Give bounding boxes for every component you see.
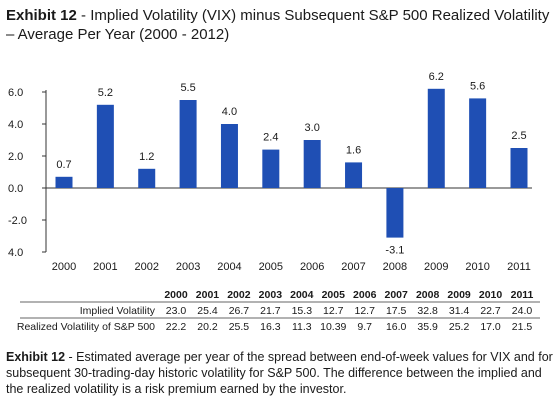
title-text: - Implied Volatility (VIX) minus Subsequ… bbox=[6, 7, 550, 43]
bar bbox=[96, 104, 114, 188]
table-cell: 23.0 bbox=[166, 305, 187, 317]
table-year-header: 2007 bbox=[385, 289, 409, 301]
chart-title: Exhibit 12 - Implied Volatility (VIX) mi… bbox=[6, 6, 554, 44]
table-cell: 12.7 bbox=[355, 305, 376, 317]
table-cell: 17.0 bbox=[480, 321, 501, 333]
table-year-header: 2009 bbox=[447, 289, 471, 301]
caption-text: - Estimated average per year of the spre… bbox=[6, 350, 553, 396]
y-tick-label: 0.0 bbox=[8, 183, 23, 195]
table-year-header: 2010 bbox=[479, 289, 503, 301]
bar bbox=[469, 98, 487, 188]
table-cell: 16.3 bbox=[260, 321, 281, 333]
table-cell: 17.5 bbox=[386, 305, 407, 317]
x-tick-label: 2011 bbox=[507, 261, 531, 273]
x-tick-label: 2010 bbox=[465, 261, 489, 273]
x-tick-label: 2002 bbox=[134, 261, 158, 273]
table-cell: 20.2 bbox=[197, 321, 218, 333]
bar bbox=[262, 149, 280, 188]
table-year-header: 2008 bbox=[416, 289, 440, 301]
table-cell: 21.5 bbox=[512, 321, 533, 333]
bar bbox=[138, 168, 156, 188]
bar-value-label: -3.1 bbox=[385, 245, 404, 257]
table-row-label: Realized Volatility of S&P 500 bbox=[17, 321, 155, 333]
table-cell: 11.3 bbox=[292, 321, 312, 333]
caption-exhibit-label: Exhibit 12 bbox=[6, 350, 66, 364]
table-cell: 31.4 bbox=[449, 305, 470, 317]
y-tick-label: 4.0 bbox=[8, 247, 23, 259]
table-cell: 25.2 bbox=[449, 321, 470, 333]
table-row-label: Implied Volatility bbox=[80, 305, 156, 317]
bar-value-label: 6.2 bbox=[429, 71, 444, 83]
table-cell: 16.0 bbox=[386, 321, 407, 333]
y-tick-label: -2.0 bbox=[8, 215, 27, 227]
table-cell: 15.3 bbox=[292, 305, 313, 317]
x-tick-label: 2003 bbox=[176, 261, 200, 273]
table-cell: 10.39 bbox=[320, 321, 346, 333]
table-year-header: 2004 bbox=[290, 289, 314, 301]
y-tick-label: 6.0 bbox=[8, 87, 23, 99]
x-tick-label: 2006 bbox=[300, 261, 324, 273]
bar-value-label: 1.6 bbox=[346, 144, 361, 156]
title-exhibit-label: Exhibit 12 bbox=[6, 7, 77, 24]
x-tick-label: 2005 bbox=[259, 261, 283, 273]
table-cell: 12.7 bbox=[323, 305, 344, 317]
table-cell: 24.0 bbox=[512, 305, 533, 317]
table-cell: 35.9 bbox=[417, 321, 438, 333]
table-cell: 25.5 bbox=[229, 321, 250, 333]
table-cell: 9.7 bbox=[357, 321, 372, 333]
table-year-header: 2001 bbox=[196, 289, 220, 301]
bar bbox=[179, 100, 197, 188]
bar-value-label: 2.5 bbox=[511, 130, 526, 142]
x-tick-label: 2007 bbox=[341, 261, 365, 273]
x-tick-label: 2001 bbox=[93, 261, 117, 273]
table-cell: 21.7 bbox=[260, 305, 281, 317]
bar-value-label: 4.0 bbox=[222, 106, 237, 118]
table-cell: 26.7 bbox=[229, 305, 250, 317]
bar-value-label: 5.6 bbox=[470, 80, 485, 92]
bar bbox=[427, 88, 445, 188]
bar bbox=[510, 148, 528, 188]
bar-value-label: 5.2 bbox=[98, 87, 113, 99]
y-tick-label: 4.0 bbox=[8, 119, 23, 131]
bar-chart: 6.0 4.0 2.0 0.0 -2.0 4.0 0.7 2000 5.2 2001 1.2 2002… bbox=[8, 71, 532, 273]
table-year-header: 2011 bbox=[511, 289, 534, 301]
x-tick-label: 2004 bbox=[217, 261, 241, 273]
table-year-header: 2000 bbox=[164, 289, 188, 301]
table-cell: 22.7 bbox=[480, 305, 501, 317]
table-cell: 25.4 bbox=[197, 305, 218, 317]
bar-value-label: 1.2 bbox=[139, 151, 154, 163]
bar bbox=[345, 162, 363, 188]
table-cell: 32.8 bbox=[417, 305, 438, 317]
table-year-header: 2003 bbox=[259, 289, 283, 301]
bar-value-label: 0.7 bbox=[56, 159, 71, 171]
x-tick-label: 2000 bbox=[52, 261, 76, 273]
table-year-header: 2002 bbox=[227, 289, 251, 301]
x-tick-label: 2009 bbox=[424, 261, 448, 273]
bar bbox=[220, 124, 238, 188]
data-table: 2000 2001 2002 2003 2004 2005 2006 2007 2008 2009… bbox=[17, 289, 540, 333]
caption: Exhibit 12 - Estimated average per year … bbox=[6, 349, 554, 397]
bar bbox=[55, 176, 73, 188]
table-year-header: 2005 bbox=[322, 289, 346, 301]
bar-value-label: 3.0 bbox=[305, 122, 320, 134]
table-cell: 22.2 bbox=[166, 321, 187, 333]
table-year-header: 2006 bbox=[353, 289, 377, 301]
bar-value-label: 2.4 bbox=[263, 132, 278, 144]
y-tick-label: 2.0 bbox=[8, 151, 23, 163]
bar-value-label: 5.5 bbox=[180, 82, 195, 94]
bar bbox=[386, 188, 404, 238]
x-tick-label: 2008 bbox=[383, 261, 407, 273]
bar bbox=[303, 140, 321, 188]
